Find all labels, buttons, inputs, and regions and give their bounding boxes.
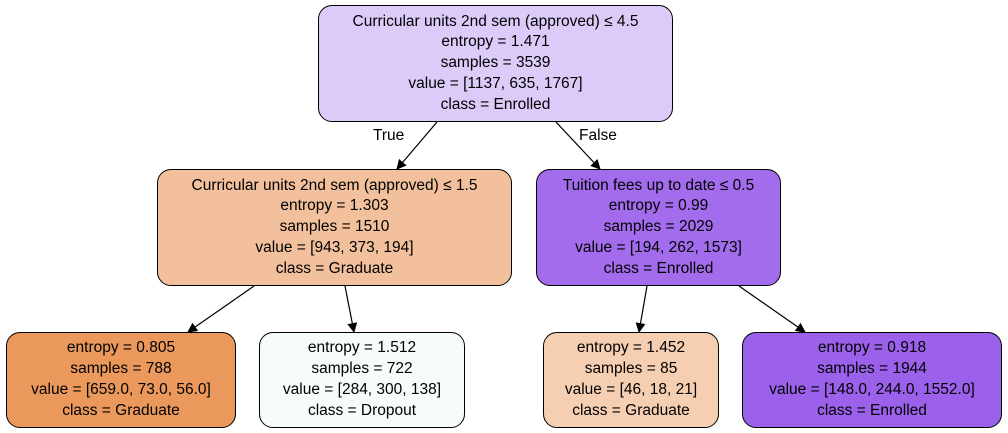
tree-node-left: Curricular units 2nd sem (approved) ≤ 1.… (157, 169, 512, 286)
node-entropy: entropy = 1.452 (577, 338, 685, 359)
node-class: class = Graduate (62, 401, 180, 422)
node-split-condition: Curricular units 2nd sem (approved) ≤ 1.… (192, 176, 478, 197)
node-class: class = Graduate (276, 259, 394, 280)
node-samples: samples = 722 (311, 359, 412, 380)
node-samples: samples = 1510 (280, 217, 390, 238)
node-split-condition: Curricular units 2nd sem (approved) ≤ 4.… (353, 12, 639, 33)
tree-node-leaf-rl: entropy = 1.452 samples = 85 value = [46… (543, 332, 719, 428)
node-class: class = Enrolled (817, 401, 927, 422)
node-split-condition: Tuition fees up to date ≤ 0.5 (563, 176, 754, 197)
node-class: class = Graduate (572, 401, 690, 422)
node-value: value = [194, 262, 1573] (575, 238, 742, 259)
tree-node-leaf-rr: entropy = 0.918 samples = 1944 value = [… (742, 332, 1002, 428)
tree-node-root: Curricular units 2nd sem (approved) ≤ 4.… (318, 5, 673, 122)
node-entropy: entropy = 1.512 (308, 338, 416, 359)
node-value: value = [1137, 635, 1767] (408, 74, 582, 95)
node-entropy: entropy = 0.918 (818, 338, 926, 359)
tree-node-right: Tuition fees up to date ≤ 0.5 entropy = … (536, 169, 781, 286)
node-class: class = Enrolled (604, 259, 714, 280)
node-entropy: entropy = 0.805 (67, 338, 175, 359)
node-samples: samples = 2029 (604, 217, 714, 238)
node-samples: samples = 788 (70, 359, 171, 380)
node-samples: samples = 1944 (817, 359, 927, 380)
node-value: value = [943, 373, 194] (255, 238, 413, 259)
node-value: value = [46, 18, 21] (565, 380, 697, 401)
edge-right-rl (639, 286, 647, 332)
node-value: value = [659.0, 73.0, 56.0] (31, 380, 211, 401)
node-value: value = [284, 300, 138] (283, 380, 441, 401)
node-samples: samples = 3539 (441, 53, 551, 74)
node-class: class = Dropout (308, 401, 416, 422)
node-value: value = [148.0, 244.0, 1552.0] (769, 380, 975, 401)
edge-right-rr (739, 286, 805, 332)
edge-label-false: False (579, 127, 617, 145)
edge-label-true: True (373, 127, 404, 145)
node-entropy: entropy = 1.471 (441, 32, 549, 53)
node-entropy: entropy = 0.99 (609, 196, 709, 217)
tree-node-leaf-lr: entropy = 1.512 samples = 722 value = [2… (259, 332, 465, 428)
node-class: class = Enrolled (441, 95, 551, 116)
tree-node-leaf-ll: entropy = 0.805 samples = 788 value = [6… (6, 332, 236, 428)
edge-left-ll (188, 286, 254, 332)
node-samples: samples = 85 (585, 359, 678, 380)
edge-left-lr (345, 286, 354, 332)
node-entropy: entropy = 1.303 (280, 196, 388, 217)
